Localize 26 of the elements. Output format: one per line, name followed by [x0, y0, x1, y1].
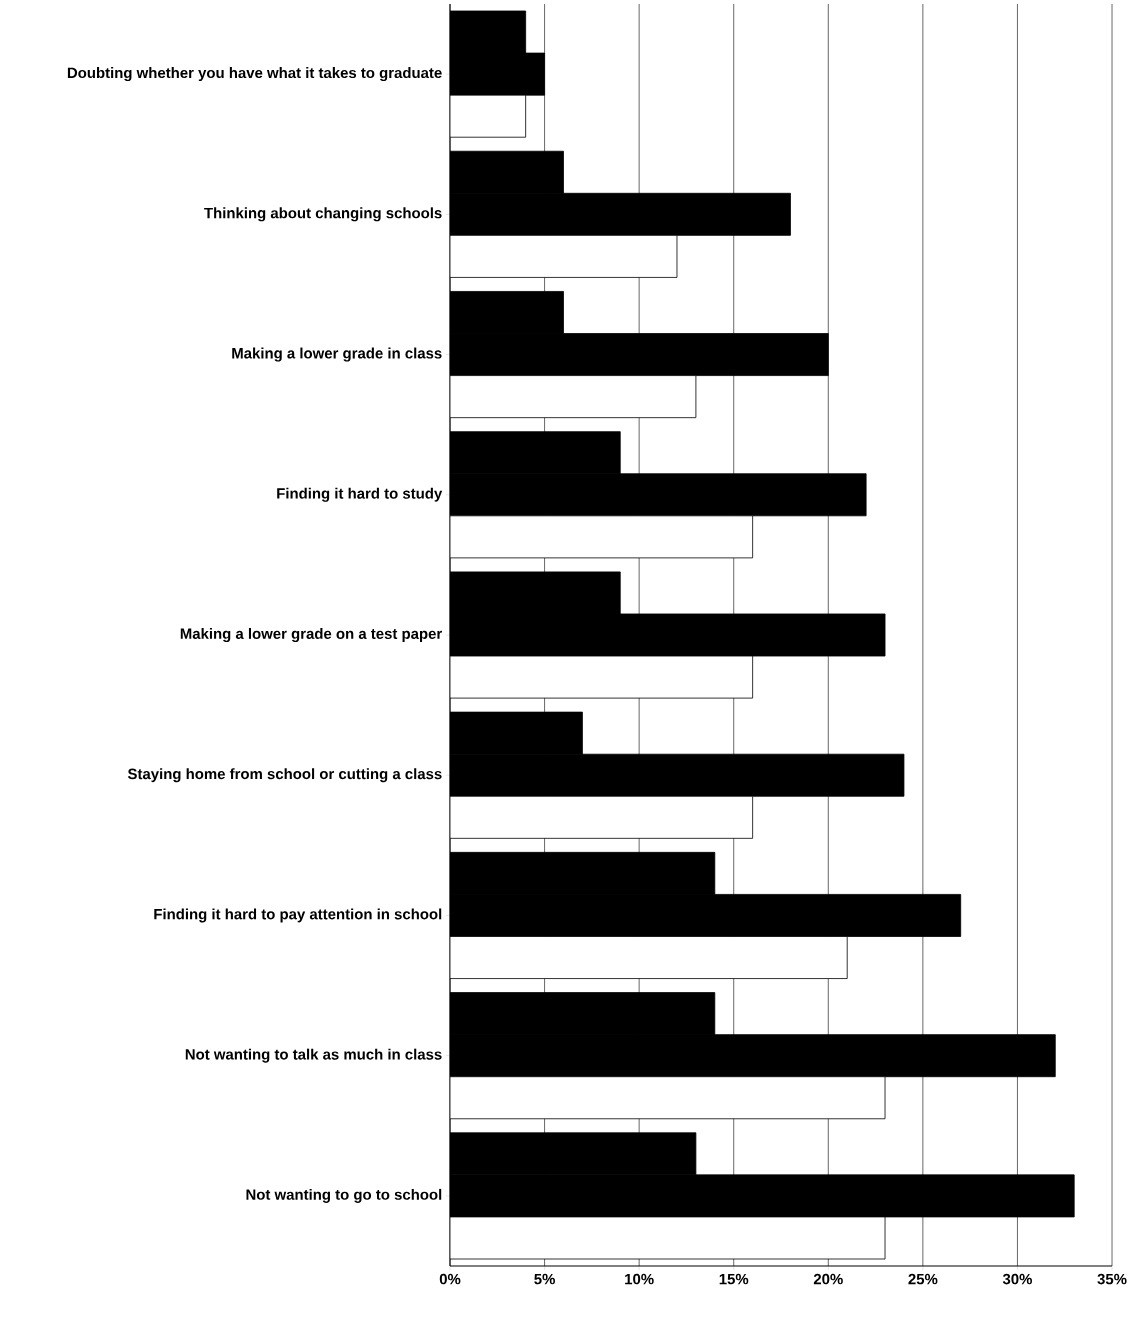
x-tick-label: 15%	[719, 1273, 749, 1285]
x-tick-label: 20%	[813, 1273, 843, 1285]
x-tick-label: 5%	[534, 1273, 555, 1285]
y-tick-label: Not wanting to talk as much in class	[185, 1048, 442, 1063]
x-tick-label: 10%	[625, 1273, 654, 1285]
y-tick-label: Making a lower grade in class	[232, 347, 442, 362]
y-tick-label: Finding it hard to pay attention in school	[154, 908, 442, 923]
bar	[450, 375, 697, 419]
y-tick-label: Thinking about changing schools	[204, 207, 442, 222]
bar	[450, 234, 678, 278]
bar	[450, 94, 527, 138]
bar	[450, 1076, 886, 1120]
x-tick-label: 30%	[1002, 1273, 1032, 1285]
y-tick-label: Not wanting to go to school	[246, 1188, 442, 1203]
y-tick-label: Making a lower grade on a test paper	[180, 628, 442, 642]
y-tick-label: Finding it hard to study	[277, 487, 443, 502]
bar	[450, 1216, 886, 1260]
y-tick-label: Staying home from school or cutting a class	[127, 768, 442, 783]
bar	[450, 655, 754, 699]
bar	[450, 936, 848, 979]
x-tick-label: 35%	[1097, 1273, 1127, 1285]
x-tick-label: 0%	[439, 1273, 461, 1285]
bar	[450, 515, 754, 559]
bar	[450, 795, 754, 839]
x-tick-label: 25%	[908, 1273, 938, 1285]
y-tick-label: Doubting whether you have what it takes to graduate	[67, 67, 442, 82]
